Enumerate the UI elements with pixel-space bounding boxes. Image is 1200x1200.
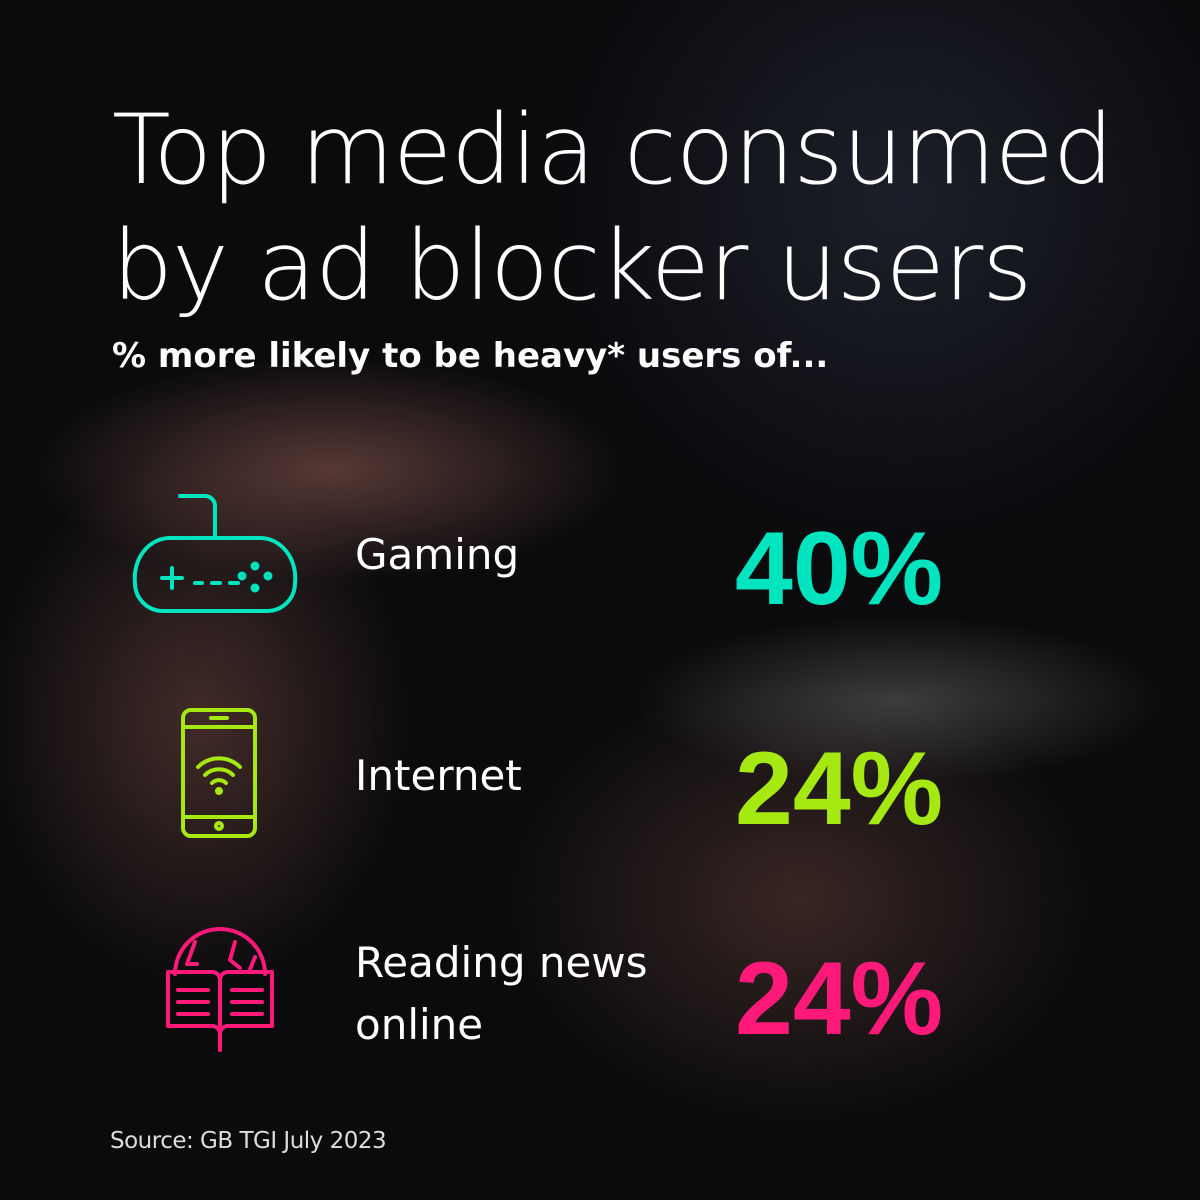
item-label: Internet — [355, 751, 522, 800]
item-label: Reading news online — [355, 938, 648, 1049]
item-value: 24% — [735, 731, 944, 847]
source: Source: GB TGI July 2023 — [110, 1128, 387, 1154]
item-label: Gaming — [355, 530, 520, 579]
phone-icon — [181, 708, 257, 838]
title: Top media consumed by ad blocker users — [112, 94, 1114, 322]
subtitle: % more likely to be heavy* users of... — [112, 336, 829, 376]
news-icon — [166, 927, 274, 1052]
item-value: 40% — [735, 511, 944, 627]
item-value: 24% — [735, 941, 944, 1057]
gamepad-icon — [132, 494, 298, 613]
